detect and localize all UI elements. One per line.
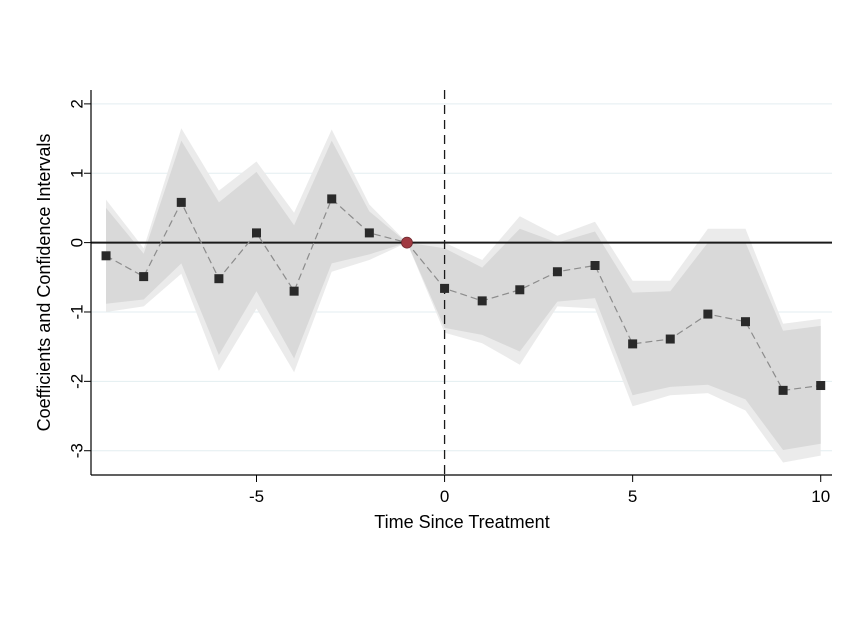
- confidence-bands: [106, 128, 821, 463]
- coefficient-marker: [590, 261, 600, 271]
- coefficient-marker: [252, 228, 262, 238]
- y-tick-label: 1: [68, 169, 87, 178]
- coefficient-marker: [289, 286, 299, 296]
- coefficient-marker: [327, 194, 337, 204]
- coefficient-marker: [515, 285, 525, 295]
- coefficient-marker: [364, 228, 374, 238]
- y-tick-label: 2: [68, 99, 87, 108]
- coefficient-marker: [440, 283, 450, 293]
- coefficient-marker: [628, 339, 638, 349]
- coefficient-marker: [703, 309, 713, 319]
- coefficient-marker: [477, 296, 487, 306]
- axes: 210-1-2-3-5 0 5 10: [68, 90, 832, 506]
- x-tick-label: -5: [249, 487, 264, 506]
- x-tick-label: 0: [440, 487, 449, 506]
- x-tick-label: 10: [811, 487, 830, 506]
- coefficient-marker: [139, 272, 149, 282]
- coefficient-marker: [214, 274, 224, 284]
- y-tick-label: 0: [68, 238, 87, 247]
- reference-lines: [91, 90, 832, 475]
- y-tick-label: -1: [68, 304, 87, 319]
- y-tick-label: -2: [68, 374, 87, 389]
- x-axis-title: Time Since Treatment: [374, 512, 549, 532]
- y-axis-title: Coefficients and Confidence Intervals: [34, 134, 54, 432]
- x-tick-label: 5: [628, 487, 637, 506]
- coefficient-marker: [552, 267, 562, 277]
- y-tick-label: -3: [68, 443, 87, 458]
- coefficient-marker: [101, 251, 111, 261]
- coefficient-marker: [816, 381, 826, 391]
- coefficient-marker: [740, 317, 750, 327]
- coefficient-series: [101, 194, 826, 395]
- coefficient-marker: [778, 385, 788, 395]
- reference-point-marker: [401, 236, 413, 249]
- ci-inner-band: [106, 140, 821, 450]
- coefficient-marker: [665, 334, 675, 344]
- coefficient-marker: [176, 197, 186, 207]
- coefficient-line: [105, 197, 821, 392]
